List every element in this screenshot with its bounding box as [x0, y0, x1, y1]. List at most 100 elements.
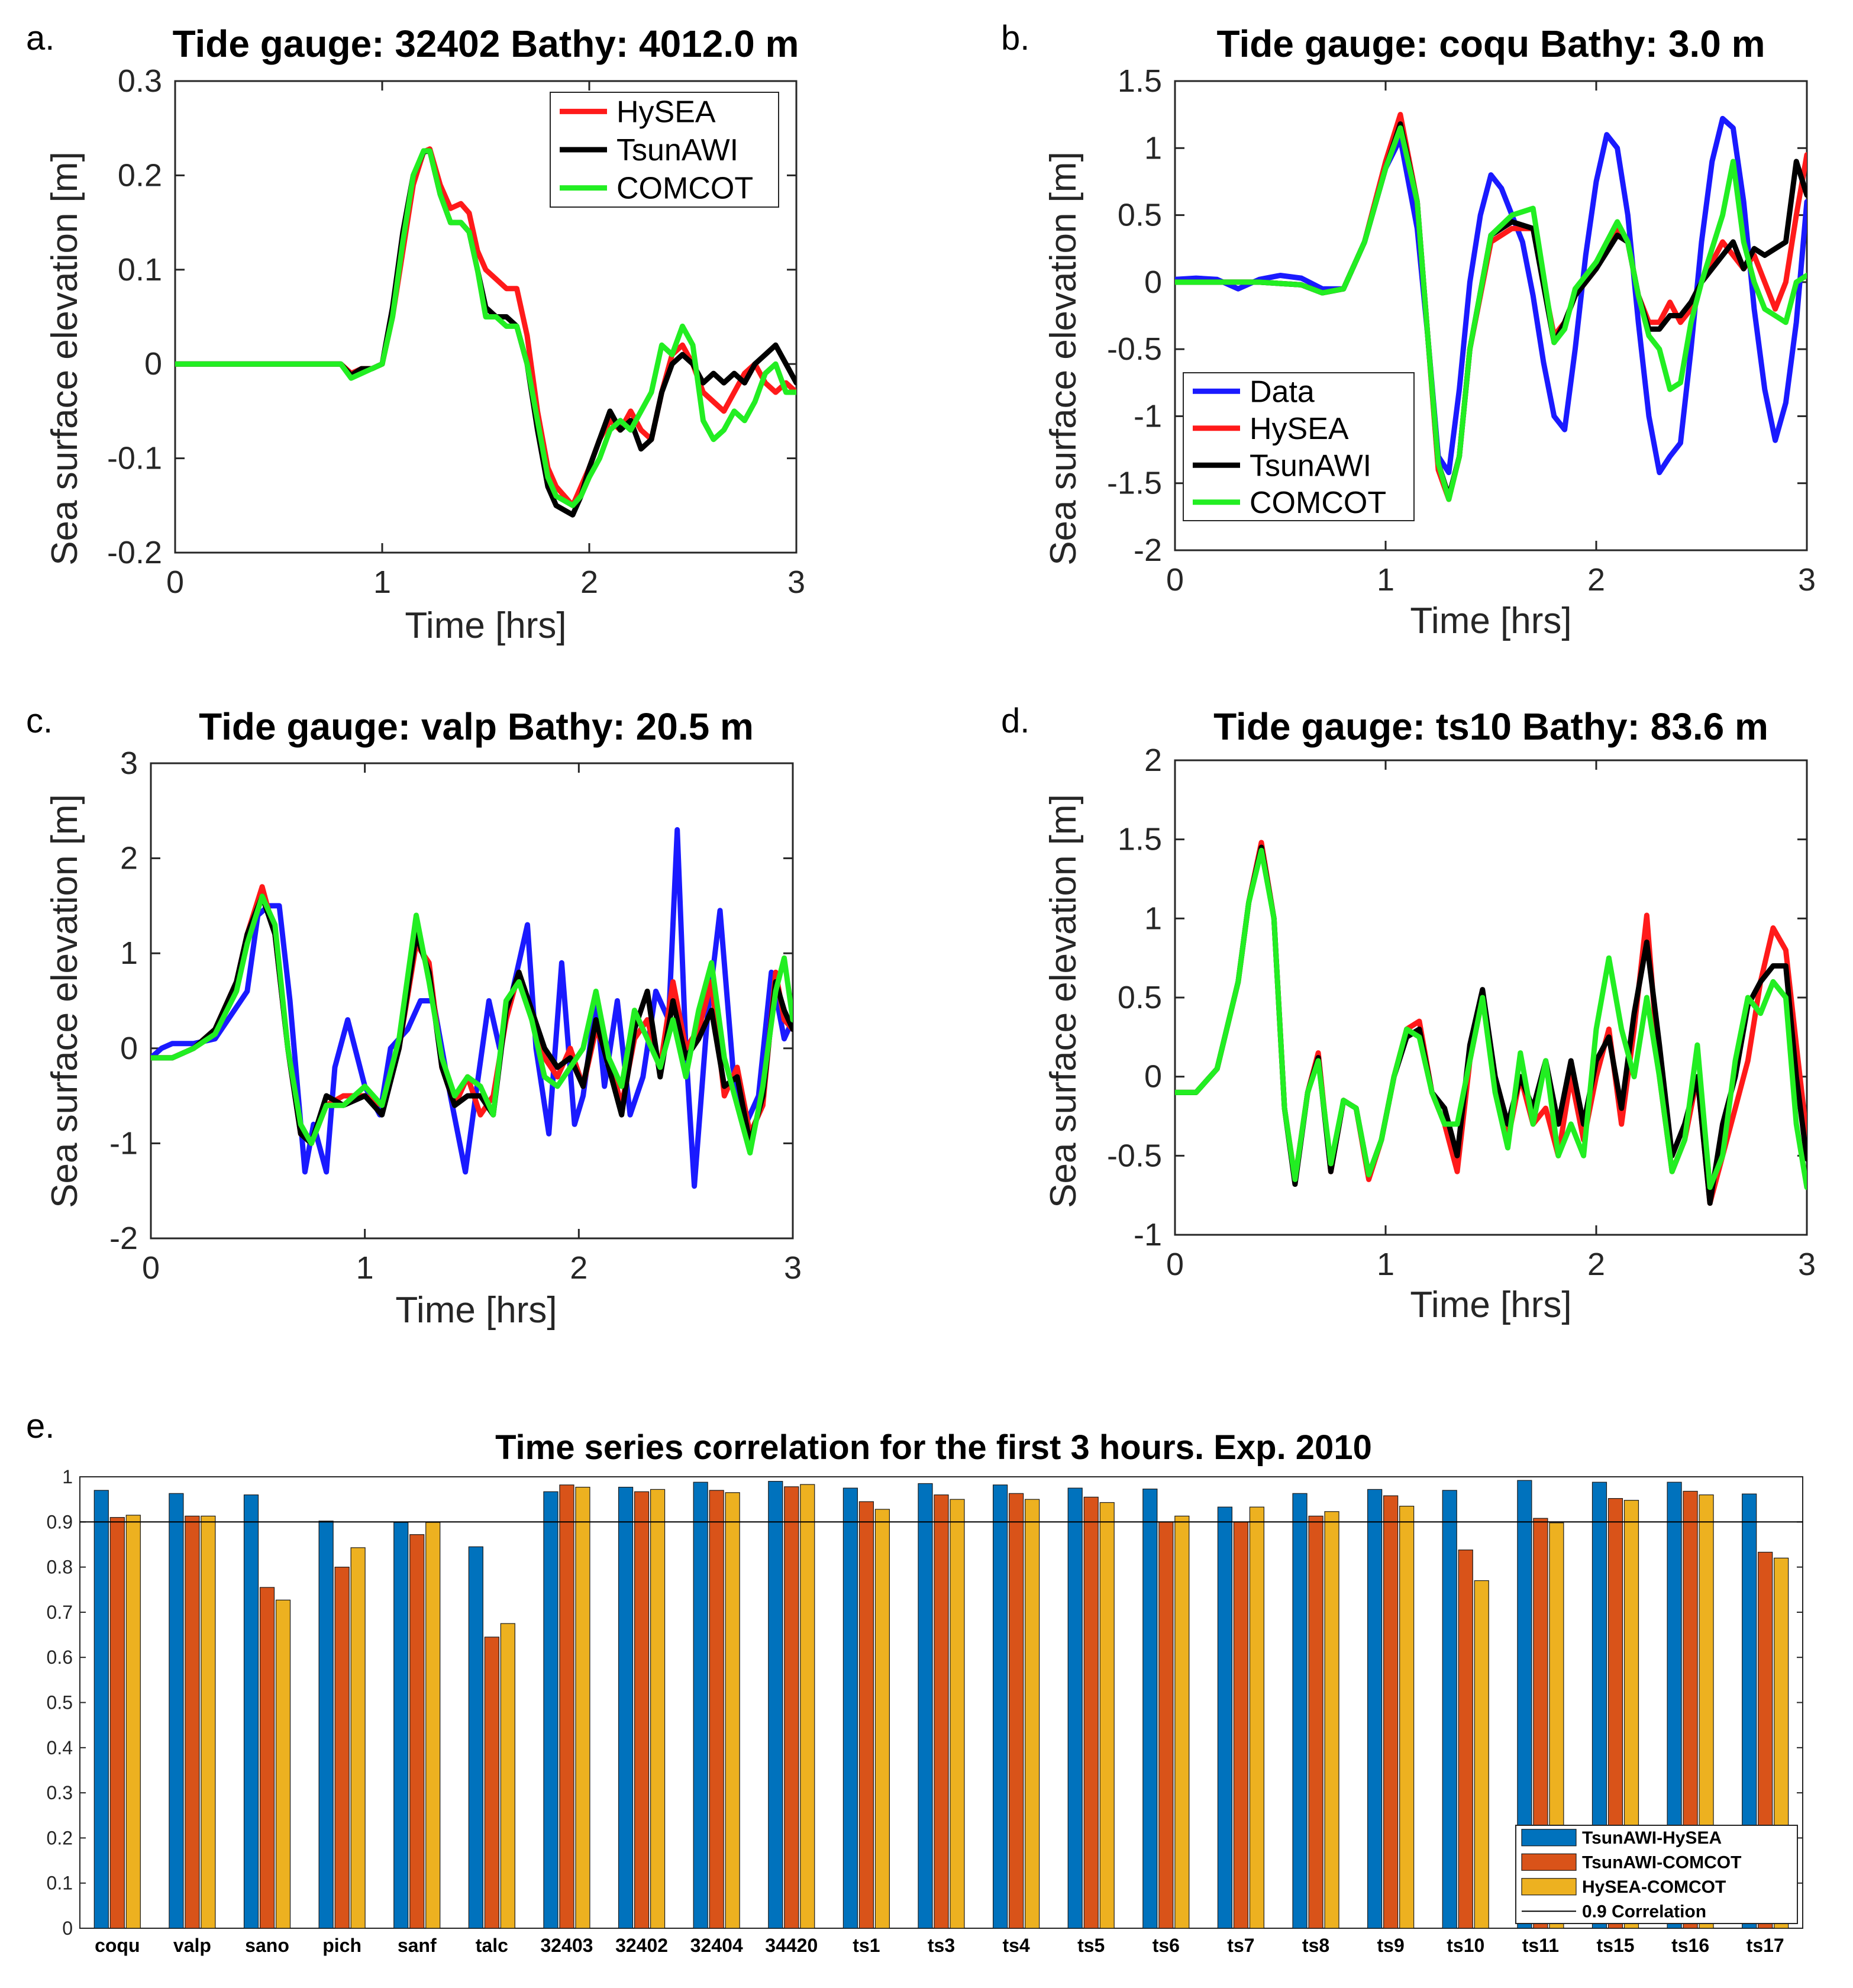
y-tick-label: 2	[1144, 743, 1162, 778]
category-label: talc	[476, 1935, 508, 1956]
y-tick-label: 1	[1144, 901, 1162, 936]
bar-tsunawi-comcot	[784, 1486, 799, 1929]
category-label: ts6	[1153, 1935, 1180, 1956]
bar-hysea-comcot	[1399, 1505, 1415, 1929]
legend-label-comcot: COMCOT	[1250, 486, 1386, 520]
category-label: ts1	[853, 1935, 880, 1956]
bar-legend-label-tsunawi-hysea: TsunAWI-HySEA	[1582, 1828, 1722, 1848]
bar-tsunawi-hysea	[1292, 1493, 1308, 1929]
category-label: 32403	[540, 1935, 593, 1956]
category-label: 32404	[690, 1935, 743, 1956]
panel-b-xlabel: Time [hrs]	[1410, 601, 1571, 641]
bar-hysea-comcot	[725, 1492, 740, 1929]
x-tick-label: 1	[1377, 1247, 1394, 1282]
panel-d-title: Tide gauge: ts10 Bathy: 83.6 m	[1213, 705, 1768, 748]
bar-tsunawi-comcot	[185, 1515, 200, 1929]
plot-area-frame	[1174, 759, 1808, 1236]
category-label: valp	[173, 1935, 211, 1956]
bar-legend-label-reference: 0.9 Correlation	[1582, 1902, 1706, 1921]
series-group	[175, 146, 796, 518]
legend-label-data: Data	[1250, 375, 1315, 409]
x-tick-label: 0	[1166, 1247, 1184, 1282]
panel-d-ylabel: Sea surface elevation [m]	[1043, 794, 1084, 1208]
category-label: ts3	[928, 1935, 955, 1956]
y-tick-label: 0.8	[47, 1557, 73, 1578]
category-label: 34420	[765, 1935, 818, 1956]
y-tick-label: -0.5	[1107, 1138, 1162, 1173]
bar-tsunawi-comcot	[709, 1490, 724, 1929]
x-tick-label: 3	[1798, 562, 1816, 598]
category-label: coqu	[95, 1935, 140, 1956]
panel-b-ylabel: Sea surface elevation [m]	[1043, 151, 1084, 566]
panel-b-title: Tide gauge: coqu Bathy: 3.0 m	[1217, 22, 1765, 65]
bar-tsunawi-comcot	[1383, 1495, 1399, 1929]
bar-legend-swatch-tsunawi-hysea	[1521, 1829, 1577, 1847]
y-tick-label: 0.3	[47, 1782, 73, 1803]
bar-tsunawi-comcot	[484, 1637, 499, 1929]
panel-c-plot: 0 1 2 3 -2 -1 0 1 2 3	[109, 746, 802, 1286]
bar-tsunawi-hysea	[1367, 1489, 1383, 1929]
y-tick-label: 0	[62, 1918, 73, 1939]
bar-tsunawi-hysea	[993, 1484, 1008, 1929]
bar-tsunawi-hysea	[1067, 1487, 1083, 1929]
legend-label-tsunawi: TsunAWI	[616, 133, 738, 167]
series-line-comcot	[175, 148, 796, 508]
bar-tsunawi-hysea	[1217, 1506, 1233, 1929]
y-tick-label: -1	[109, 1125, 138, 1161]
bar-tsunawi-hysea	[468, 1546, 483, 1929]
bar-tsunawi-comcot	[259, 1587, 275, 1929]
bar-tsunawi-comcot	[1158, 1521, 1174, 1929]
y-tick-label: 0	[144, 346, 162, 382]
bar-tsunawi-comcot	[858, 1501, 874, 1929]
panel-d-plot: 0 1 2 3 -1 -0.5 0 0.5 1 1.5 2	[1107, 743, 1816, 1282]
y-tick-label: 0.4	[47, 1737, 73, 1758]
legend-box	[1183, 372, 1415, 521]
bar-hysea-comcot	[1249, 1506, 1265, 1929]
bar-hysea-comcot	[874, 1509, 890, 1929]
bar-tsunawi-hysea	[1142, 1489, 1158, 1929]
panel-a-xlabel: Time [hrs]	[405, 605, 566, 646]
bar-tsunawi-comcot	[1009, 1493, 1024, 1929]
bar-legend-swatch-tsunawi-comcot	[1521, 1853, 1577, 1871]
panel-a-title: Tide gauge: 32402 Bathy: 4012.0 m	[173, 22, 799, 65]
bar-hysea-comcot	[350, 1547, 366, 1929]
panel-a-plot: 0 1 2 3 -0.2 -0.1 0 0.1 0.2 0.3 HySEA TsunAWI COMCOT	[107, 63, 805, 600]
category-label: ts7	[1227, 1935, 1254, 1956]
panel-c-ylabel: Sea surface elevation [m]	[44, 794, 85, 1208]
x-tick-label: 1	[373, 564, 391, 600]
y-tick-label: 0.1	[47, 1873, 73, 1894]
x-tick-label: 0	[142, 1250, 160, 1286]
y-tick-label: -0.1	[107, 441, 162, 476]
series-group	[151, 827, 793, 1189]
bar-tsunawi-hysea	[693, 1482, 708, 1929]
y-tick-label: 0.5	[1118, 198, 1162, 233]
category-label: ts9	[1377, 1935, 1405, 1956]
series-group	[1175, 112, 1807, 502]
panel-e-plot: 0 0.1 0.2 0.3 0.4 0.5 0.6 0.7 0.8 0.9 1 coqu valp san…	[47, 1466, 1803, 1956]
y-tick-label: -0.2	[107, 535, 162, 570]
bar-legend-label-hysea-comcot: HySEA-COMCOT	[1582, 1877, 1726, 1897]
panel-d-xlabel: Time [hrs]	[1410, 1285, 1571, 1325]
bar-hysea-comcot	[201, 1515, 216, 1929]
legend-label-hysea: HySEA	[1250, 412, 1349, 446]
category-label: ts10	[1447, 1935, 1484, 1956]
bar-tsunawi-comcot	[1308, 1515, 1323, 1929]
y-tick-label: 0.5	[47, 1692, 73, 1713]
bar-hysea-comcot	[950, 1499, 965, 1929]
bar-hysea-comcot	[500, 1623, 515, 1929]
x-tick-label: 3	[1798, 1247, 1816, 1282]
bar-hysea-comcot	[575, 1486, 590, 1929]
bar-hysea-comcot	[1324, 1511, 1339, 1929]
bar-hysea-comcot	[1174, 1515, 1190, 1929]
y-tick-label: -2	[109, 1221, 138, 1256]
bar-hysea-comcot	[275, 1599, 291, 1929]
x-tick-label: 2	[1587, 1247, 1605, 1282]
y-tick-label: -1	[1134, 1217, 1162, 1253]
bar-tsunawi-hysea	[918, 1483, 933, 1929]
bar-tsunawi-hysea	[169, 1493, 184, 1929]
panel-e-title: Time series correlation for the first 3 …	[495, 1428, 1372, 1467]
x-tick-label: 2	[580, 564, 598, 600]
x-tick-label: 2	[570, 1250, 587, 1286]
bar-hysea-comcot	[800, 1484, 815, 1929]
panel-letter-c: c.	[26, 702, 53, 740]
